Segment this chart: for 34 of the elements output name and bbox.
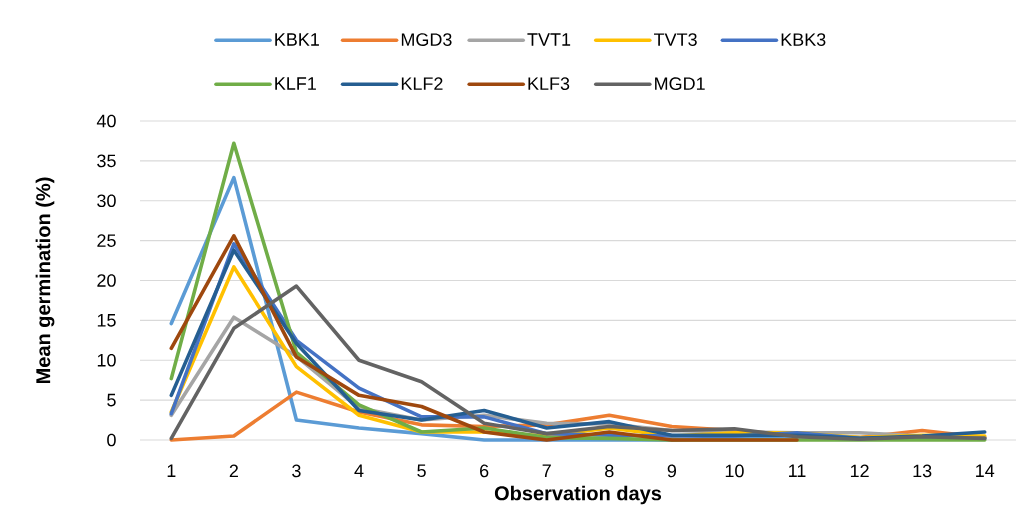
x-tick-label: 14: [976, 464, 995, 477]
legend-label: KLF2: [401, 77, 443, 90]
x-tick-label: 13: [913, 464, 932, 478]
y-tick-label: 25: [97, 234, 116, 247]
y-tick-label: 35: [97, 154, 116, 168]
x-tick-label: 5: [417, 464, 426, 478]
x-tick-label: 8: [605, 464, 614, 478]
x-tick-label: 3: [292, 464, 301, 478]
x-tick-label: 7: [542, 464, 551, 477]
y-tick-label: 30: [97, 194, 116, 208]
x-tick-label: 4: [354, 464, 364, 477]
y-tick-label: 15: [97, 314, 116, 327]
x-tick-label: 12: [850, 464, 869, 478]
y-tick-label: 0: [107, 433, 116, 447]
x-tick-label: 2: [229, 464, 238, 478]
x-tick-label: 10: [725, 464, 744, 478]
y-axis-title: Mean germination (%): [35, 177, 55, 384]
legend-label: MGD1: [655, 77, 705, 90]
legend-label: KLF1: [275, 77, 316, 90]
x-tick-label: 1: [167, 464, 176, 477]
legend-label: TVT1: [527, 33, 571, 46]
y-tick-label: 20: [97, 274, 116, 287]
y-tick-label: 10: [97, 353, 116, 367]
x-axis-title: Observation days: [494, 485, 662, 505]
legend-label: MGD3: [401, 33, 452, 46]
legend-label: KBK1: [275, 33, 319, 46]
y-tick-label: 5: [107, 393, 116, 407]
legend-label: KBK3: [781, 33, 826, 46]
x-tick-label: 11: [789, 464, 806, 477]
legend-label: KLF3: [528, 77, 570, 90]
x-tick-label: 9: [667, 464, 677, 478]
y-tick-label: 40: [96, 114, 116, 128]
legend-label: TVT3: [654, 33, 697, 46]
x-tick-label: 6: [480, 464, 489, 478]
